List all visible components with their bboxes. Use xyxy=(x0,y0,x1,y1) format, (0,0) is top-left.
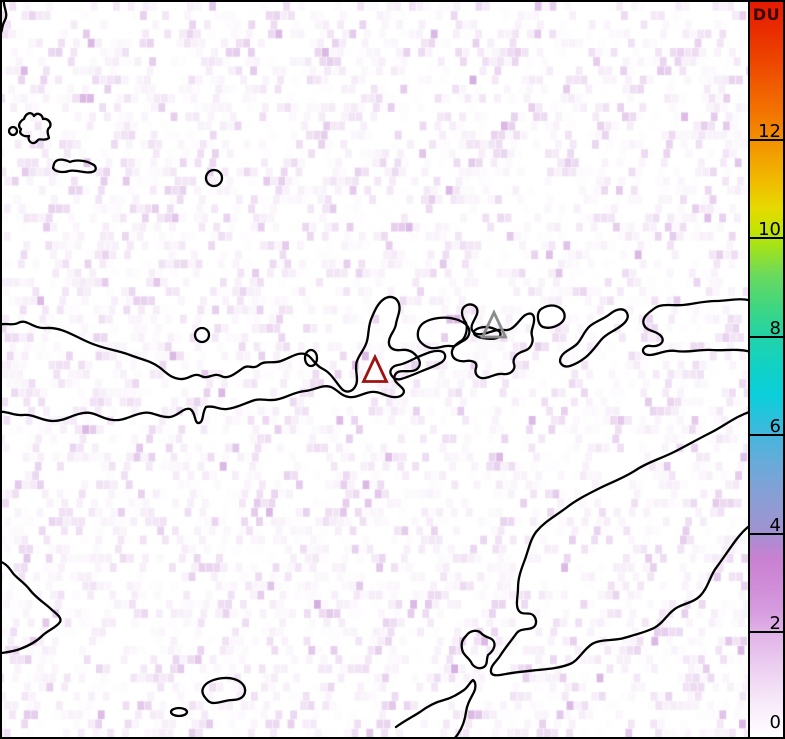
colorbar-tick-line-12 xyxy=(750,139,783,141)
coastline-islet-ring xyxy=(204,168,224,188)
colorbar-tick-line-2 xyxy=(750,631,783,633)
colorbar-tick-line-10 xyxy=(750,237,783,239)
coastline-sawu xyxy=(201,676,247,705)
coastline-islet-elongated xyxy=(51,158,97,174)
colorbar-tick-line-6 xyxy=(750,434,783,436)
coastline-sumba xyxy=(0,560,62,655)
colorbar-tick-label-0: 0 xyxy=(769,712,781,733)
coastline-islet-nw-small xyxy=(7,125,19,137)
volcano-marker-red xyxy=(361,353,389,383)
map-noise-layer xyxy=(2,2,748,737)
coastline-solor xyxy=(389,349,447,381)
colorbar: DU 12 10 8 6 4 2 0 xyxy=(748,0,785,739)
coastline-pantar xyxy=(536,304,566,329)
coastline-lembata xyxy=(450,303,536,380)
coastline-alor xyxy=(559,308,629,368)
coastline-wetar xyxy=(641,298,750,357)
coastline-corner-fragment xyxy=(0,0,8,36)
colorbar-tick-line-4 xyxy=(750,533,783,535)
map-area xyxy=(0,0,750,739)
colorbar-tick-label-2: 2 xyxy=(769,613,781,634)
colorbar-tick-label-6: 6 xyxy=(769,416,781,437)
colorbar-tick-label-10: 10 xyxy=(758,219,781,240)
coastline-sawu-small xyxy=(169,706,189,718)
coastline-layer xyxy=(0,0,750,739)
coastline-islet-oval xyxy=(303,348,319,368)
colorbar-tick-label-4: 4 xyxy=(769,515,781,536)
coastline-semau xyxy=(460,629,496,670)
coastline-adonara xyxy=(416,316,471,350)
colorbar-tick-label-12: 12 xyxy=(758,121,781,142)
coastline-islet-round xyxy=(193,326,211,344)
colorbar-tick-label-8: 8 xyxy=(769,318,781,339)
coastline-islet-nw xyxy=(17,112,52,145)
coastlines xyxy=(0,0,750,739)
coastline-timor xyxy=(489,410,750,677)
colorbar-tick-line-8 xyxy=(750,336,783,338)
colorbar-unit-label: DU xyxy=(752,5,781,24)
coastline-flores xyxy=(0,295,421,425)
volcano-marker-gray xyxy=(480,309,508,339)
coastline-rote xyxy=(394,678,477,739)
